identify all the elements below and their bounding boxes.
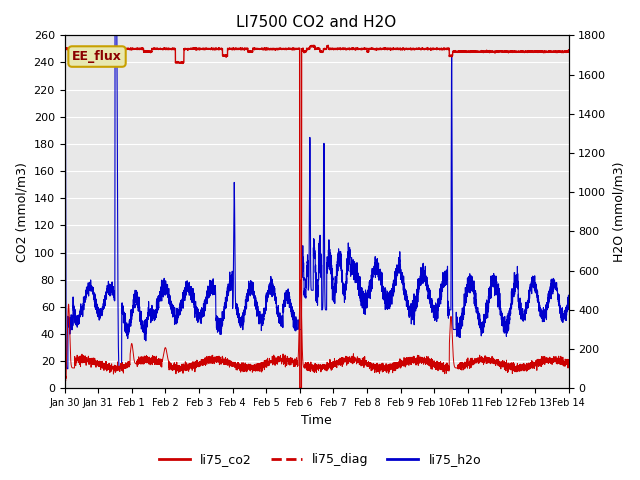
Title: LI7500 CO2 and H2O: LI7500 CO2 and H2O (236, 15, 397, 30)
Y-axis label: H2O (mmol/m3): H2O (mmol/m3) (612, 162, 625, 262)
Text: EE_flux: EE_flux (72, 50, 122, 63)
Legend: li75_co2, li75_diag, li75_h2o: li75_co2, li75_diag, li75_h2o (154, 448, 486, 471)
Y-axis label: CO2 (mmol/m3): CO2 (mmol/m3) (15, 162, 28, 262)
X-axis label: Time: Time (301, 414, 332, 427)
